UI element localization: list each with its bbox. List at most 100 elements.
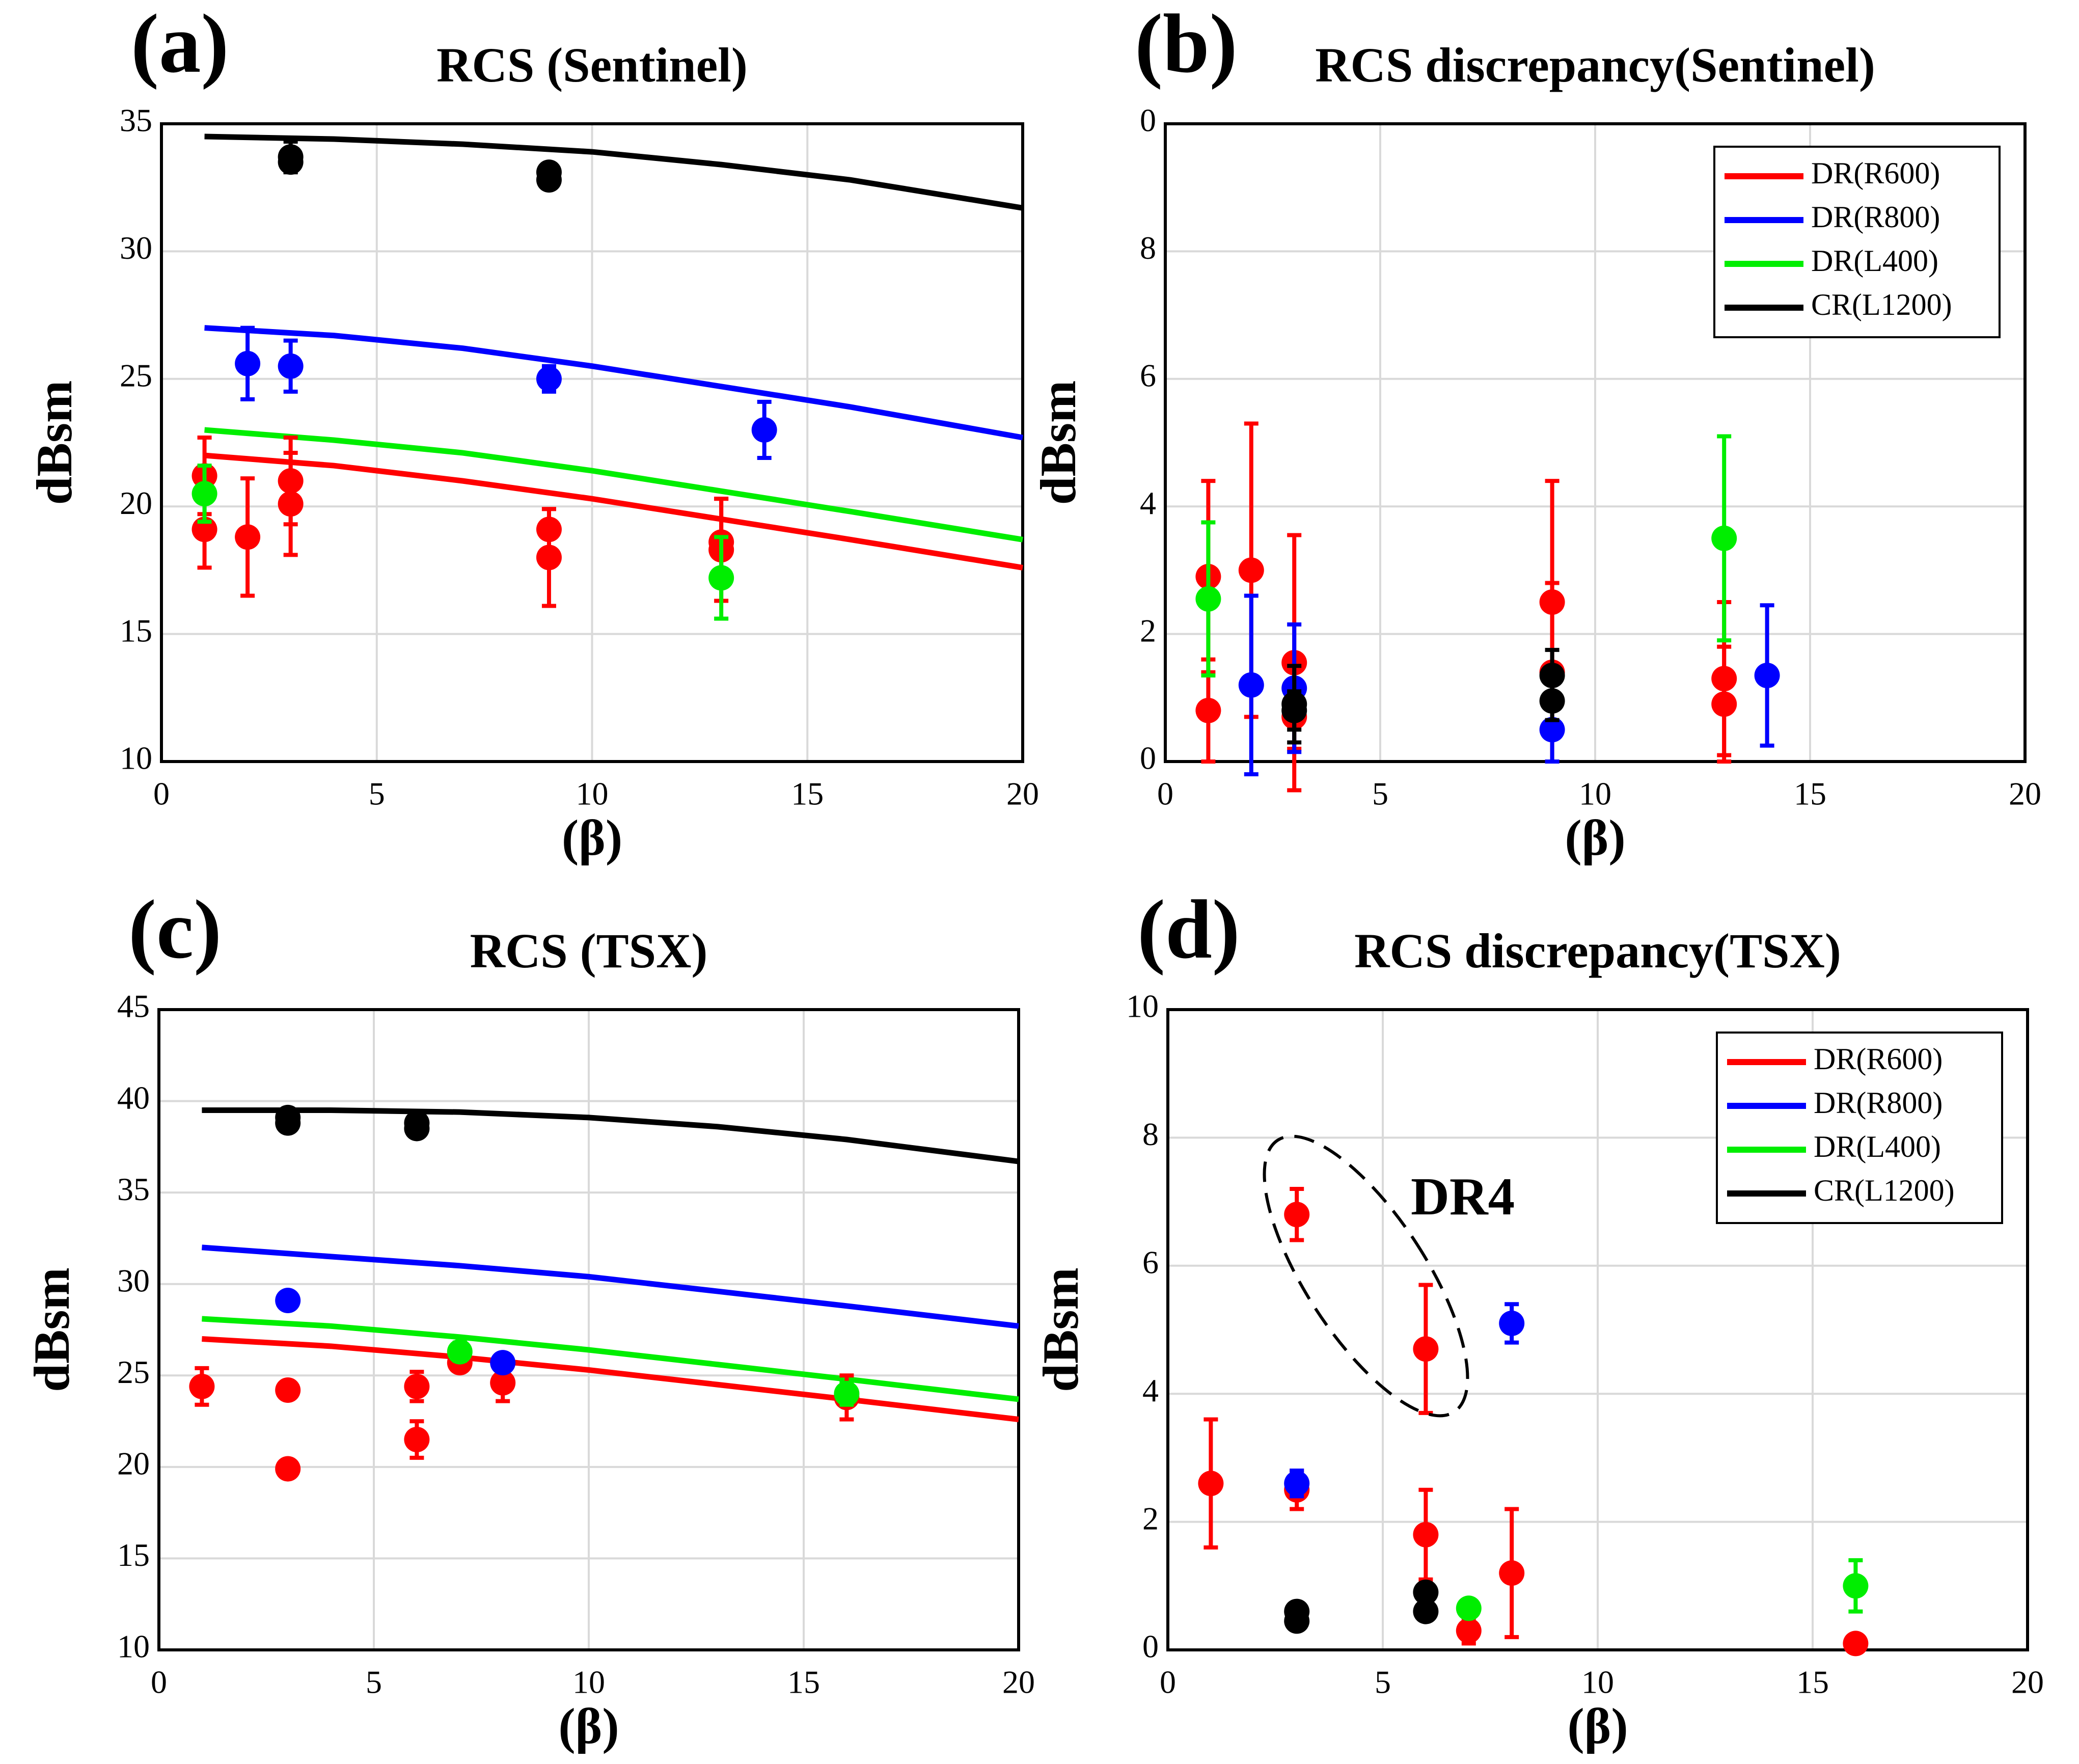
y-tick-label: 6 [1142, 1244, 1159, 1280]
x-tick-label: 20 [2011, 1664, 2044, 1700]
data-point [834, 1381, 860, 1407]
data-point [1754, 662, 1780, 688]
legend-label: DR(L400) [1814, 1130, 1941, 1163]
chart-title: RCS discrepancy(Sentinel) [1315, 38, 1875, 92]
annotation: DR4 [1411, 1166, 1515, 1226]
chart-title: RCS (TSX) [470, 924, 708, 978]
data-point [1843, 1631, 1869, 1657]
y-axis-label: dBsm [26, 381, 83, 505]
data-point [1413, 1336, 1439, 1362]
data-point [1284, 1471, 1310, 1497]
y-tick-label: 8 [1140, 230, 1156, 266]
data-point [1413, 1522, 1439, 1548]
dr4-ellipse [1263, 1134, 1469, 1418]
y-tick-label: 10 [120, 740, 152, 776]
y-tick-label: 0 [1140, 740, 1156, 776]
legend-label: DR(R600) [1811, 156, 1940, 190]
data-point [490, 1350, 516, 1376]
model-line [204, 427, 1023, 542]
chart-title: RCS (Sentinel) [436, 38, 748, 92]
x-tick-label: 10 [1579, 776, 1611, 812]
x-tick-label: 15 [791, 776, 824, 812]
y-tick-label: 35 [117, 1171, 150, 1207]
y-tick-label: 0 [1142, 1629, 1159, 1665]
data-point [1238, 557, 1264, 583]
x-tick-label: 5 [369, 776, 385, 812]
model-line [202, 1244, 1019, 1329]
data-point [1413, 1579, 1439, 1605]
axes-box [157, 1008, 1020, 1651]
legend-label: DR(R600) [1814, 1042, 1943, 1076]
x-tick-label: 15 [1794, 776, 1826, 812]
x-tick-label: 20 [2009, 776, 2041, 812]
panel-label: (b) [1135, 0, 1238, 90]
data-point [708, 565, 734, 591]
data-point [536, 167, 562, 193]
y-tick-label: 4 [1142, 1372, 1159, 1408]
y-tick-label: 10 [117, 1629, 150, 1665]
data-point [404, 1116, 430, 1142]
model-line [204, 133, 1023, 211]
data-point [1499, 1310, 1525, 1336]
chart-title: RCS discrepancy(TSX) [1354, 924, 1841, 978]
data-point [1281, 697, 1307, 723]
x-tick-label: 5 [366, 1664, 382, 1700]
x-axis-label: (β) [558, 1698, 619, 1754]
data-point [275, 1456, 301, 1482]
legend-label: DR(R800) [1814, 1086, 1943, 1120]
x-tick-label: 5 [1372, 776, 1388, 812]
x-tick-label: 15 [1796, 1664, 1829, 1700]
legend-label: DR(R800) [1811, 200, 1940, 234]
data-point [536, 366, 562, 392]
y-axis-label: dBsm [1032, 1267, 1089, 1392]
y-tick-label: 8 [1142, 1116, 1159, 1152]
data-point [235, 524, 261, 550]
panel-label: (a) [131, 0, 229, 90]
data-point [192, 481, 217, 507]
x-tick-label: 20 [1006, 776, 1039, 812]
x-tick-label: 0 [153, 776, 170, 812]
data-point [1539, 688, 1565, 714]
y-tick-label: 4 [1140, 485, 1156, 521]
x-axis-label: (β) [562, 809, 622, 866]
x-tick-label: 20 [1002, 1664, 1035, 1700]
y-tick-label: 40 [117, 1079, 150, 1116]
data-point [1711, 691, 1737, 717]
data-point [447, 1339, 473, 1365]
data-point [275, 1377, 301, 1403]
data-point [275, 1288, 301, 1314]
y-tick-label: 20 [120, 485, 152, 521]
data-point [1456, 1618, 1482, 1644]
data-point [404, 1373, 430, 1399]
model-line [202, 1107, 1019, 1164]
data-point [751, 417, 777, 443]
panel-label: (c) [128, 883, 222, 976]
y-tick-label: 45 [117, 988, 150, 1024]
y-tick-label: 15 [117, 1537, 150, 1573]
data-point [1843, 1573, 1869, 1599]
x-tick-label: 10 [1581, 1664, 1614, 1700]
model-line [204, 452, 1023, 571]
y-tick-label: 6 [1140, 357, 1156, 393]
data-point [1238, 672, 1264, 698]
data-point [189, 1373, 215, 1399]
axes-box [160, 122, 1024, 763]
y-tick-label: 20 [117, 1446, 150, 1482]
data-point [275, 1110, 301, 1136]
data-point [1284, 1608, 1310, 1634]
y-tick-label: 2 [1142, 1500, 1159, 1536]
data-point [278, 149, 304, 175]
y-tick-label: 35 [120, 102, 152, 139]
y-tick-label: 25 [117, 1354, 150, 1390]
x-axis-label: (β) [1565, 809, 1625, 866]
data-point [278, 353, 304, 379]
x-axis-label: (β) [1567, 1698, 1628, 1754]
data-point [1711, 525, 1737, 551]
data-point [1195, 586, 1221, 612]
x-tick-label: 0 [1160, 1664, 1176, 1700]
x-tick-label: 10 [572, 1664, 605, 1700]
y-tick-label: 30 [120, 230, 152, 266]
data-point [278, 491, 304, 517]
model-line [204, 325, 1023, 441]
